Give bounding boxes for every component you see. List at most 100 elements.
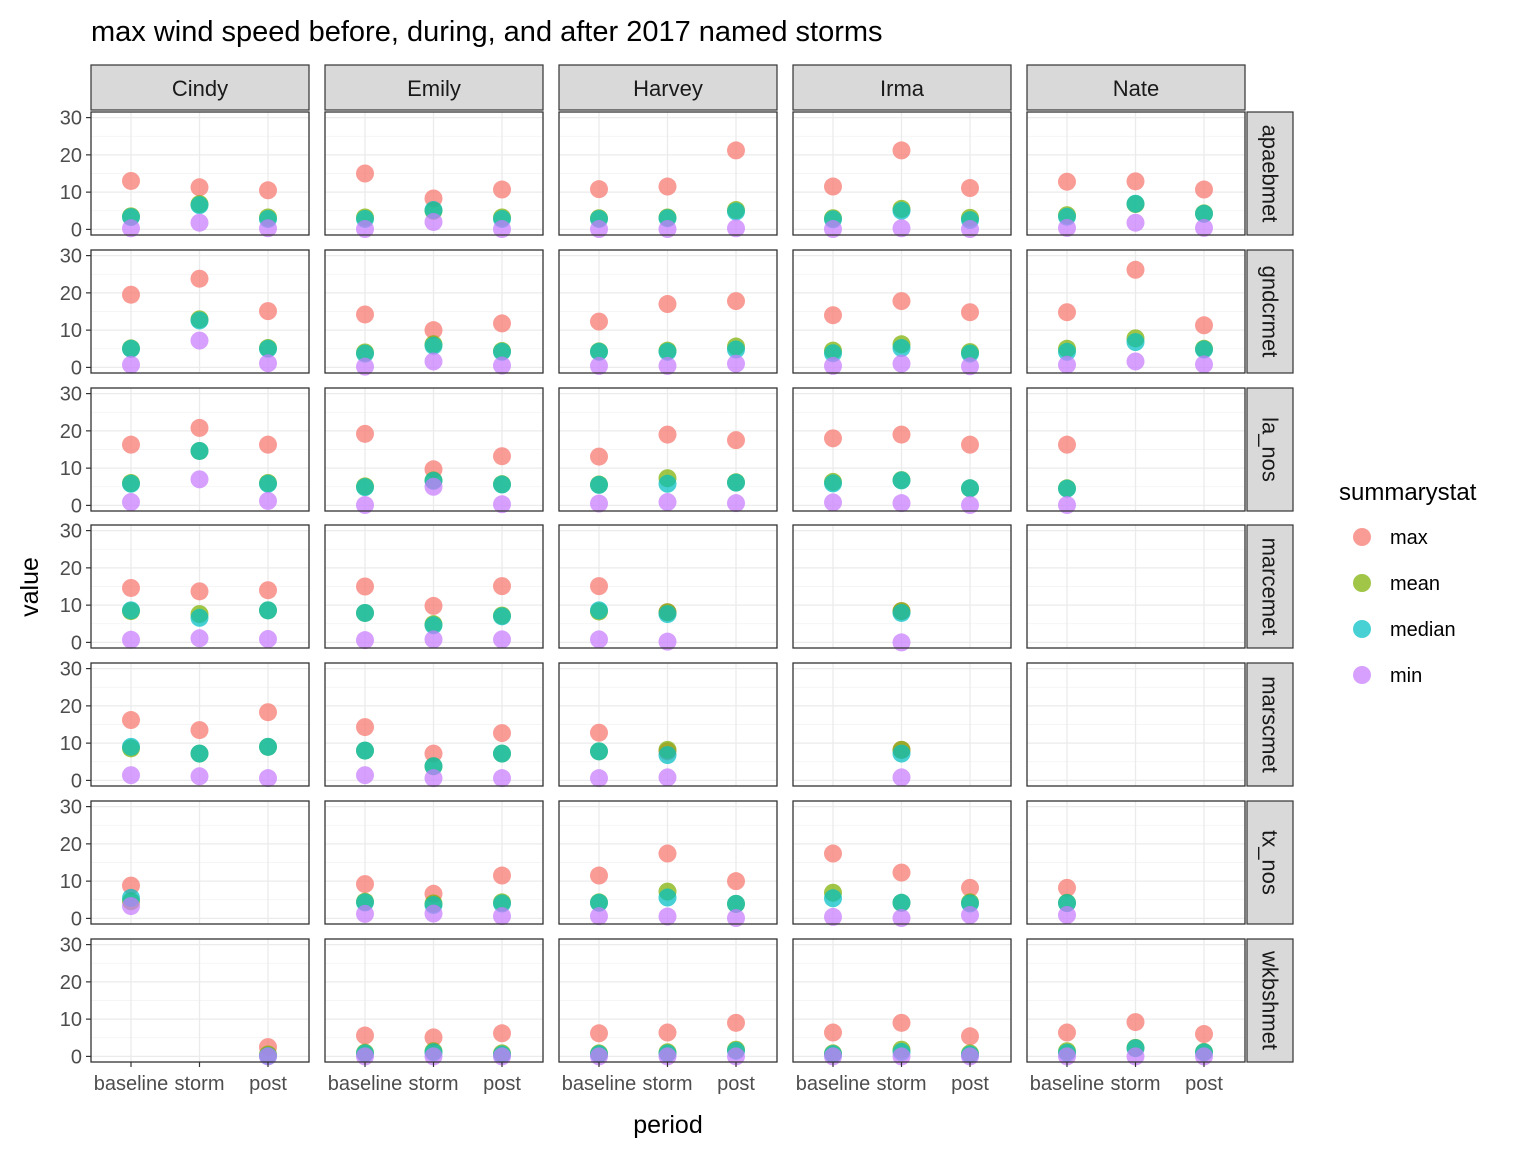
point-min bbox=[493, 1047, 511, 1066]
strip-background bbox=[558, 64, 778, 111]
point-max bbox=[892, 863, 911, 882]
point-max bbox=[190, 178, 209, 197]
point-median bbox=[259, 339, 277, 358]
point-max bbox=[892, 292, 911, 311]
point-min bbox=[1058, 906, 1076, 925]
panel-border bbox=[1026, 524, 1246, 649]
point-min bbox=[259, 769, 277, 788]
point-max bbox=[493, 866, 511, 885]
panel-marscmet-nate bbox=[1026, 662, 1246, 787]
point-min bbox=[961, 357, 979, 376]
y-tick-label: 30 bbox=[60, 797, 82, 819]
panel-apaebmet-nate bbox=[1026, 111, 1246, 237]
strip-label: Irma bbox=[880, 76, 925, 101]
point-min bbox=[190, 470, 209, 489]
point-median bbox=[658, 342, 677, 361]
point-max bbox=[259, 302, 277, 321]
point-median bbox=[727, 340, 745, 359]
point-min bbox=[424, 769, 443, 788]
point-max bbox=[1195, 316, 1213, 335]
panel-border bbox=[792, 524, 1012, 649]
point-min bbox=[892, 1047, 911, 1066]
point-min bbox=[190, 331, 209, 350]
point-median bbox=[424, 616, 443, 635]
point-min bbox=[122, 897, 140, 916]
point-min bbox=[590, 907, 608, 926]
panel-apaebmet-irma bbox=[792, 111, 1012, 239]
y-tick-label: 0 bbox=[71, 1046, 82, 1068]
y-tick-label: 20 bbox=[60, 558, 82, 580]
point-max bbox=[727, 141, 745, 160]
point-max bbox=[493, 314, 511, 333]
legend-key-max bbox=[1353, 528, 1371, 546]
point-median bbox=[727, 473, 745, 492]
point-median bbox=[658, 746, 677, 765]
point-min bbox=[493, 630, 511, 649]
point-max bbox=[590, 577, 608, 596]
point-max bbox=[727, 1013, 745, 1032]
panel-border bbox=[792, 111, 1012, 236]
point-min bbox=[658, 907, 677, 926]
point-max bbox=[493, 447, 511, 466]
point-max bbox=[122, 285, 140, 304]
point-min bbox=[122, 355, 140, 374]
point-min bbox=[424, 1047, 443, 1066]
point-max bbox=[892, 425, 911, 444]
point-min bbox=[961, 1047, 979, 1066]
panel-border bbox=[1026, 387, 1246, 512]
point-median bbox=[590, 475, 608, 494]
panel-border bbox=[324, 249, 544, 374]
panel-marcemet-harvey bbox=[558, 524, 778, 651]
point-min bbox=[727, 494, 745, 513]
point-median bbox=[961, 479, 979, 498]
point-median bbox=[824, 474, 842, 493]
row-strip-label: marscmet bbox=[1258, 676, 1283, 773]
x-tick-label: baseline bbox=[562, 1073, 637, 1095]
point-max bbox=[961, 878, 979, 897]
row-strip-tx_nos: tx_nos bbox=[1246, 800, 1294, 925]
panel-apaebmet-harvey bbox=[558, 111, 778, 239]
point-min bbox=[658, 220, 677, 239]
point-median bbox=[493, 475, 511, 494]
point-min bbox=[259, 630, 277, 649]
panel-apaebmet-emily bbox=[324, 111, 544, 239]
panel-gndcrmet-emily bbox=[324, 249, 544, 376]
point-max bbox=[1058, 172, 1076, 191]
point-max bbox=[356, 875, 374, 894]
point-min bbox=[590, 630, 608, 649]
point-min bbox=[1126, 352, 1145, 371]
point-median bbox=[727, 202, 745, 221]
point-min bbox=[259, 219, 277, 238]
point-max bbox=[590, 1024, 608, 1043]
point-median bbox=[493, 894, 511, 913]
point-max bbox=[590, 723, 608, 742]
panel-marcemet-nate bbox=[1026, 524, 1246, 649]
point-median bbox=[1126, 333, 1145, 352]
point-median bbox=[1195, 340, 1213, 359]
point-min bbox=[356, 1047, 374, 1066]
point-max bbox=[356, 577, 374, 596]
x-tick-label: post bbox=[1185, 1073, 1223, 1095]
point-median bbox=[122, 737, 140, 756]
point-max bbox=[1126, 260, 1145, 279]
point-median bbox=[356, 478, 374, 497]
point-min bbox=[658, 1047, 677, 1066]
point-min bbox=[493, 769, 511, 788]
panel-marcemet-irma bbox=[792, 524, 1012, 652]
row-strip-background bbox=[1246, 662, 1294, 787]
panel-border bbox=[1026, 800, 1246, 925]
point-median bbox=[824, 344, 842, 363]
point-median bbox=[190, 441, 209, 460]
point-min bbox=[493, 907, 511, 926]
panel-border bbox=[792, 249, 1012, 374]
point-min bbox=[493, 356, 511, 375]
point-max bbox=[1126, 1013, 1145, 1032]
point-max bbox=[190, 721, 209, 740]
point-min bbox=[727, 909, 745, 928]
row-strip-background bbox=[1246, 938, 1294, 1063]
point-median bbox=[1058, 342, 1076, 361]
point-median bbox=[658, 888, 677, 907]
panel-gndcrmet-harvey bbox=[558, 249, 778, 375]
point-max bbox=[658, 844, 677, 863]
point-min bbox=[658, 493, 677, 512]
